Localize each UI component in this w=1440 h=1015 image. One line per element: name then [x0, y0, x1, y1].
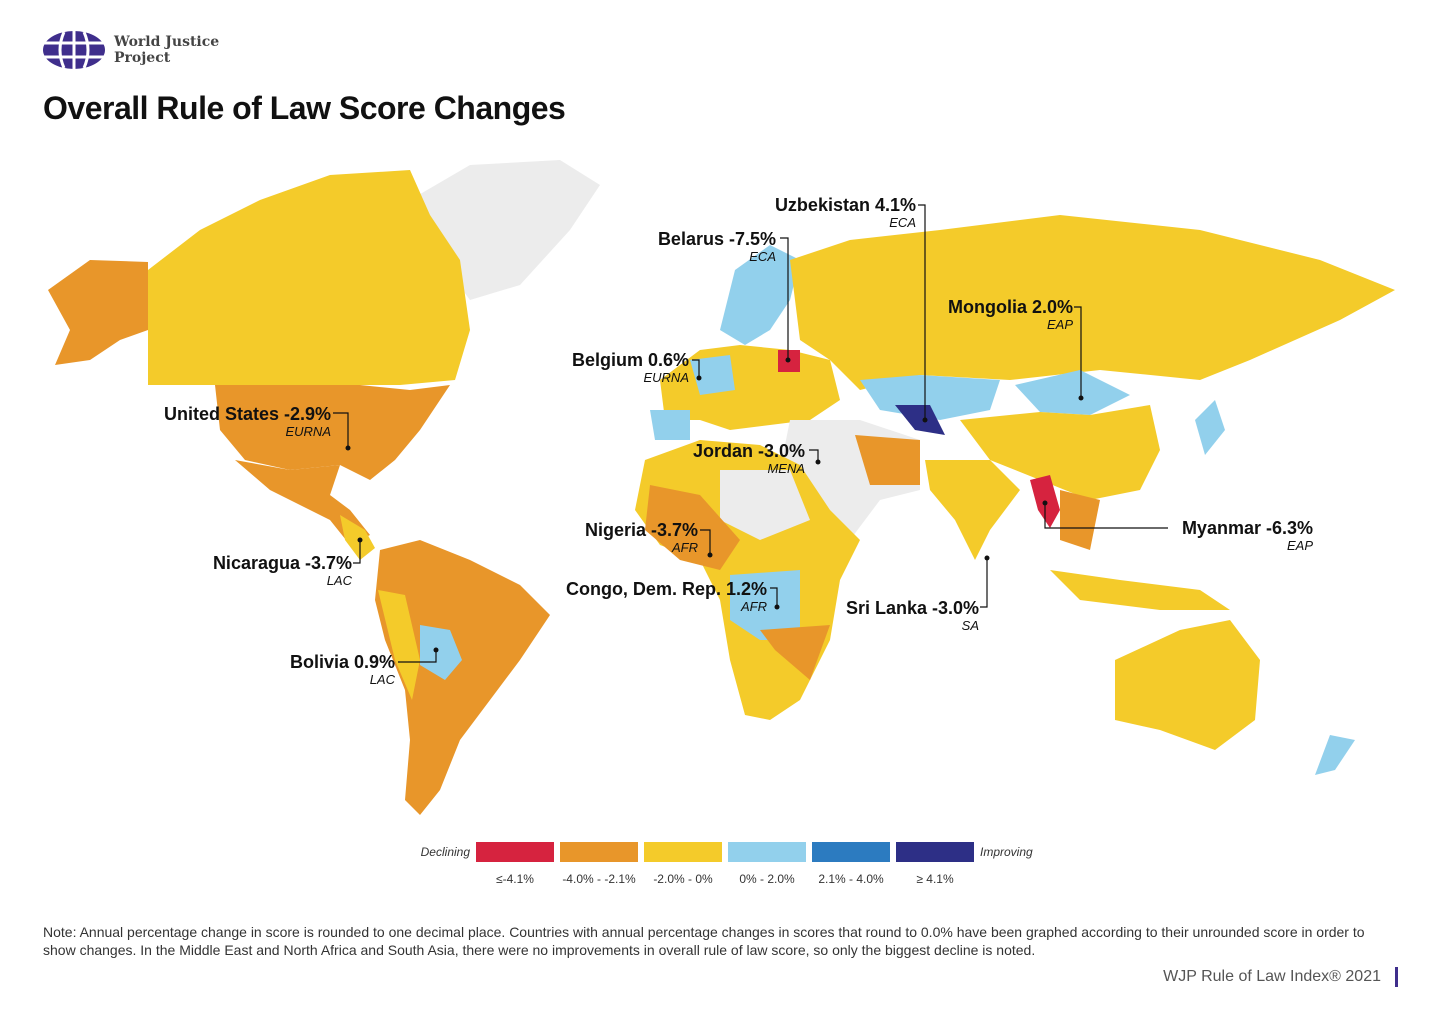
- legend-label: ≤-4.1%: [496, 872, 534, 886]
- legend-swatch: [896, 842, 974, 862]
- region-southeast-asia: [1060, 490, 1100, 550]
- callout-name: Congo, Dem. Rep. 1.2%: [565, 579, 767, 599]
- legend-declining-label: Declining: [420, 845, 470, 859]
- legend-swatch: [560, 842, 638, 862]
- region-united-states: [215, 385, 450, 480]
- callout-name: Sri Lanka -3.0%: [845, 598, 979, 618]
- region-alaska: [48, 260, 148, 365]
- callout-region: LAC: [326, 573, 352, 588]
- brand-name-line1: World Justice: [114, 34, 220, 50]
- callout-region: ECA: [889, 215, 916, 230]
- callout-mongolia: Mongolia 2.0% EAP: [948, 297, 1073, 332]
- callout-name: Jordan -3.0%: [692, 441, 805, 461]
- brand-name-line2: Project: [114, 50, 171, 66]
- legend-swatch: [812, 842, 890, 862]
- callout-myanmar: Myanmar -6.3% EAP: [1182, 518, 1313, 553]
- region-southern-africa: [760, 625, 830, 680]
- callout-name: Uzbekistan 4.1%: [774, 195, 916, 215]
- callout-region: AFR: [672, 540, 698, 555]
- region-iran: [855, 435, 920, 485]
- callout-region: EURNA: [643, 370, 689, 385]
- region-japan: [1195, 400, 1225, 455]
- page-title: Overall Rule of Law Score Changes: [43, 90, 566, 126]
- region-western-europe: [690, 355, 735, 395]
- region-uzbekistan: [895, 405, 945, 435]
- globe-logo-icon: [42, 30, 106, 70]
- callout-region: EURNA: [285, 424, 331, 439]
- region-mongolia: [1015, 370, 1130, 415]
- callout-name: United States -2.9%: [163, 404, 331, 424]
- callout-name: Belgium 0.6%: [571, 350, 689, 370]
- callout-name: Nigeria -3.7%: [584, 520, 698, 540]
- region-kazakhstan: [860, 375, 1000, 420]
- world-map: [48, 160, 1395, 815]
- legend-label: 0% - 2.0%: [739, 872, 795, 886]
- legend-swatch: [644, 842, 722, 862]
- region-canada: [148, 170, 470, 385]
- callout-belgium: Belgium 0.6% EURNA: [572, 350, 689, 385]
- callout-name: Mongolia 2.0%: [947, 297, 1073, 317]
- callout-jordan: Jordan -3.0% MENA: [693, 441, 805, 476]
- region-mexico: [235, 460, 370, 545]
- callout-nigeria: Nigeria -3.7% AFR: [585, 520, 698, 555]
- legend-label: -2.0% - 0%: [653, 872, 713, 886]
- region-central-america: [340, 515, 375, 560]
- region-russia: [790, 215, 1395, 390]
- callout-congo-dem-rep: Congo, Dem. Rep. 1.2% AFR: [566, 579, 767, 614]
- legend-improving-label: Improving: [980, 845, 1033, 859]
- region-china: [960, 405, 1160, 500]
- source-footer: WJP Rule of Law Index® 2021: [1163, 967, 1398, 987]
- logo: World Justice Project: [42, 30, 219, 70]
- legend-swatch: [728, 842, 806, 862]
- callout-region: SA: [961, 618, 979, 633]
- callout-region: LAC: [369, 672, 395, 687]
- footnote: Note: Annual percentage change in score …: [43, 924, 1365, 958]
- callout-name: Bolivia 0.9%: [289, 652, 395, 672]
- map-legend: Declining Improving ≤-4.1% -4.0% - -2.1%…: [410, 842, 1040, 886]
- region-west-africa: [645, 485, 740, 570]
- region-sahara-nodata: [720, 470, 810, 540]
- legend-label: ≥ 4.1%: [916, 872, 954, 886]
- callout-uzbekistan: Uzbekistan 4.1% ECA: [775, 195, 916, 230]
- callout-region: MENA: [767, 461, 805, 476]
- callout-united-states: United States -2.9% EURNA: [164, 404, 331, 439]
- callout-belarus: Belarus -7.5% ECA: [658, 229, 776, 264]
- region-drc: [730, 570, 800, 640]
- region-iberia: [650, 410, 690, 440]
- legend-swatch: [476, 842, 554, 862]
- callout-region: EAP: [1286, 538, 1313, 553]
- callout-name: Belarus -7.5%: [657, 229, 776, 249]
- legend-label: 2.1% - 4.0%: [818, 872, 884, 886]
- callout-region: ECA: [749, 249, 776, 264]
- region-andes: [378, 590, 420, 700]
- region-indonesia: [1050, 570, 1230, 610]
- callout-sri-lanka: Sri Lanka -3.0% SA: [846, 598, 979, 633]
- legend-label: -4.0% - -2.1%: [562, 872, 636, 886]
- region-australia: [1115, 620, 1260, 750]
- region-india: [925, 460, 1020, 560]
- region-new-zealand: [1315, 735, 1355, 775]
- callout-region: AFR: [741, 599, 767, 614]
- callout-region: EAP: [1046, 317, 1073, 332]
- callout-bolivia: Bolivia 0.9% LAC: [290, 652, 395, 687]
- region-bolivia: [420, 625, 462, 680]
- region-south-america: [375, 540, 550, 815]
- callout-name: Myanmar -6.3%: [1181, 518, 1313, 538]
- callout-nicaragua: Nicaragua -3.7% LAC: [213, 553, 352, 588]
- callout-name: Nicaragua -3.7%: [212, 553, 352, 573]
- region-scandinavia: [720, 245, 800, 345]
